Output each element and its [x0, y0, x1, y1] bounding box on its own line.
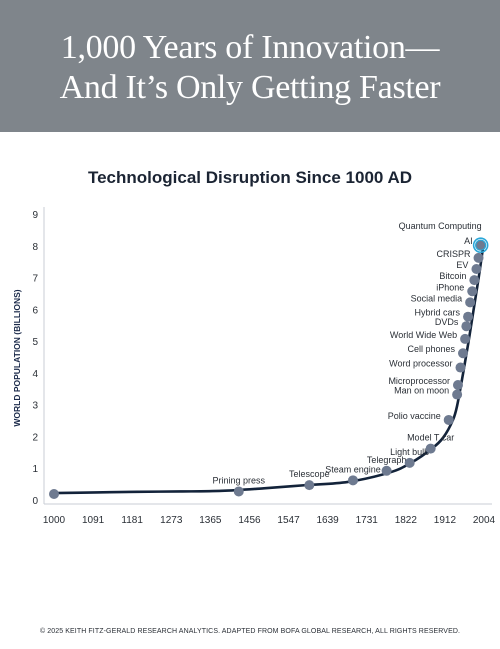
- data-point: [443, 414, 454, 425]
- data-point: [467, 286, 478, 297]
- data-point: [233, 486, 244, 497]
- x-tick-label: 1365: [199, 515, 222, 526]
- data-label: Quantum Computing: [399, 221, 482, 231]
- highlight-ring: [472, 237, 489, 253]
- y-tick-label: 0: [32, 496, 38, 507]
- x-tick-label: 1639: [317, 515, 340, 526]
- data-label: Man on moon: [394, 386, 449, 396]
- population-chart: 0 1 2 3 4 5 6 7 8 9 1000 1091 1181 1273 1365 1456 1547 16…: [12, 207, 496, 526]
- data-label: Telegraph: [367, 455, 407, 465]
- data-label: Light bulb: [390, 447, 429, 457]
- x-tick-label: 1181: [121, 515, 143, 526]
- data-point: [347, 475, 358, 486]
- x-tick-label: 1091: [82, 515, 105, 526]
- data-label: Cell phones: [407, 344, 455, 354]
- data-point: [463, 311, 474, 322]
- data-point: [304, 480, 315, 491]
- data-label: Polio vaccine: [388, 411, 441, 421]
- x-tick-label: 1822: [395, 515, 418, 526]
- data-point: [465, 297, 476, 308]
- x-tick-label: 2004: [473, 515, 496, 526]
- data-label: Telescope: [289, 469, 330, 479]
- data-label: iPhone: [436, 282, 464, 292]
- data-point: [461, 321, 472, 332]
- headline-line-1: 1,000 Years of Innovation—: [60, 29, 440, 66]
- header-banner: 1,000 Years of Innovation— And It’s Only…: [0, 0, 500, 132]
- data-point: [425, 443, 436, 454]
- data-label: Microprocessor: [388, 376, 450, 386]
- x-tick-label: 1456: [238, 515, 261, 526]
- x-tick-label: 1547: [277, 515, 300, 526]
- data-label: Steam engine: [325, 464, 381, 474]
- y-tick-label: 6: [32, 305, 38, 316]
- y-axis-label: WORLD POPULATION (BILLIONS): [12, 289, 22, 426]
- data-label: Hybrid cars: [415, 308, 461, 318]
- data-point: [460, 333, 471, 344]
- y-tick-label: 7: [32, 274, 38, 285]
- y-tick-label: 5: [32, 337, 38, 348]
- data-label: Prining press: [213, 475, 266, 485]
- x-tick-label: 1273: [160, 515, 183, 526]
- y-tick-label: 9: [32, 210, 38, 221]
- data-label: EV: [456, 260, 468, 270]
- y-tick-label: 8: [32, 242, 38, 253]
- data-point: [381, 465, 392, 476]
- data-label: Model T car: [407, 433, 454, 443]
- x-tick-label: 1912: [434, 515, 457, 526]
- data-point: [471, 264, 482, 275]
- data-label: Word processor: [389, 359, 452, 369]
- data-label: Bitcoin: [439, 271, 466, 281]
- data-point: [473, 252, 484, 263]
- data-label: CRISPR: [437, 249, 472, 259]
- y-tick-label: 4: [32, 369, 38, 380]
- copyright-footer: © 2025 KEITH FITZ-GERALD RESEARCH ANALYT…: [39, 628, 461, 635]
- chart-title: Technological Disruption Since 1000 AD: [87, 168, 412, 187]
- data-point: [452, 389, 463, 400]
- data-label: AI: [464, 236, 473, 246]
- data-point: [452, 380, 463, 391]
- data-point: [469, 275, 480, 286]
- data-label: Social media: [411, 293, 463, 303]
- data-point: [49, 489, 59, 500]
- x-tick-label: 1731: [356, 515, 379, 526]
- y-tick-label: 1: [32, 464, 38, 475]
- data-point: [455, 362, 466, 373]
- data-point: [404, 457, 415, 468]
- data-label: DVDs: [435, 317, 459, 327]
- y-tick-label: 2: [32, 432, 38, 443]
- data-point: [475, 239, 487, 251]
- data-label: World Wide Web: [390, 330, 457, 340]
- y-tick-label: 3: [32, 401, 38, 412]
- x-tick-label: 1000: [43, 515, 66, 526]
- data-point: [458, 348, 469, 359]
- headline-line-2: And It’s Only Getting Faster: [59, 69, 441, 106]
